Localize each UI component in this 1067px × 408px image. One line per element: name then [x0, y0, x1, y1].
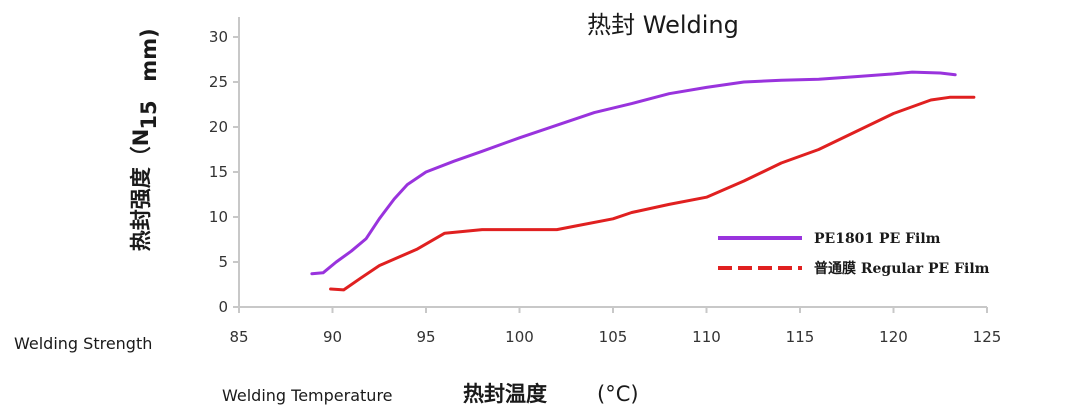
x-tick-label: 100: [505, 328, 534, 346]
series-line-1: [310, 70, 957, 276]
y-tick-label: 5: [218, 253, 228, 271]
x-tick-label: 105: [599, 328, 628, 346]
x-tick-label: 85: [229, 328, 248, 346]
x-tick-label: 95: [416, 328, 435, 346]
x-tick-label: 125: [973, 328, 1002, 346]
y-tick-label: 30: [209, 28, 228, 46]
x-ticks: 85 90 95 100 105 110 115 120 125: [229, 307, 1001, 346]
x-axis-title-unit: (°C): [597, 382, 639, 406]
y-axis-title-cn: 热封强度（N: [129, 129, 153, 252]
y-ticks: 0 5 10 15 20 25 30: [209, 28, 239, 316]
x-axis-title-cn: 热封温度: [463, 382, 547, 406]
y-axis-title: 热封强度（N 15 mm): [129, 28, 161, 251]
x-tick-label: 115: [786, 328, 815, 346]
y-tick-label: 10: [209, 208, 228, 226]
x-tick-label: 120: [879, 328, 908, 346]
y-tick-label: 25: [209, 73, 228, 91]
x-tick-label: 110: [692, 328, 721, 346]
legend: PE1801 PE Film 普通膜 Regular PE Film: [718, 231, 990, 277]
y-axis-title-unit: mm): [137, 28, 161, 81]
y-axis-title-num: 15: [137, 100, 161, 129]
legend-label-2: 普通膜 Regular PE Film: [814, 260, 990, 277]
y-axis-title-en: Welding Strength: [14, 334, 152, 353]
x-axis-title-en: Welding Temperature: [222, 386, 393, 405]
x-tick-label: 90: [323, 328, 342, 346]
legend-label-1: PE1801 PE Film: [814, 231, 941, 247]
y-tick-label: 15: [209, 163, 228, 181]
series-group: [310, 70, 976, 292]
y-tick-label: 20: [209, 118, 228, 136]
chart-title: 热封 Welding: [587, 11, 739, 39]
series-line-2: [329, 95, 976, 292]
y-tick-label: 0: [218, 298, 228, 316]
